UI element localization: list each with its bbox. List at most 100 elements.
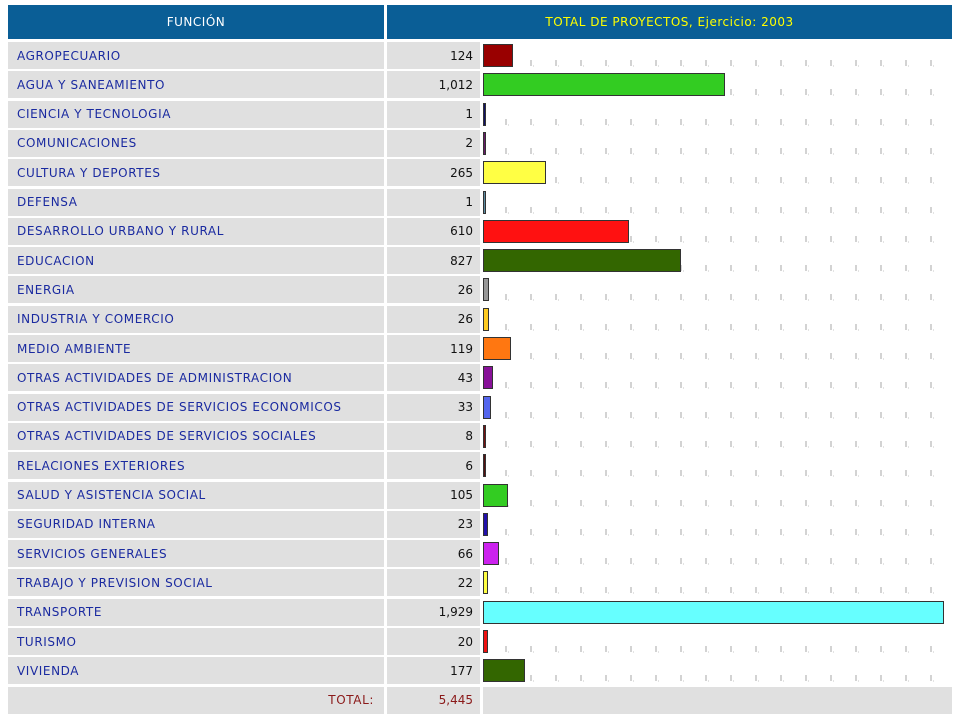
table-row: SERVICIOS GENERALES 66 (8, 540, 952, 568)
bar-cell (483, 247, 952, 275)
project-count: 827 (387, 247, 480, 275)
bar-cell (483, 217, 952, 245)
tick-guide (483, 646, 952, 653)
table-row: OTRAS ACTIVIDADES DE SERVICIOS ECONOMICO… (8, 393, 952, 421)
tick-guide (483, 294, 952, 301)
project-count: 23 (387, 510, 480, 538)
funcion-name: OTRAS ACTIVIDADES DE SERVICIOS SOCIALES (8, 422, 384, 450)
project-count: 6 (387, 452, 480, 480)
bar-cell (483, 657, 952, 685)
project-count: 43 (387, 364, 480, 392)
project-count: 1,929 (387, 598, 480, 626)
project-count: 8 (387, 422, 480, 450)
funcion-name: COMUNICACIONES (8, 129, 384, 157)
bar-cell (483, 393, 952, 421)
bar (483, 395, 491, 419)
table-row: COMUNICACIONES 2 (8, 129, 952, 157)
funcion-name: AGROPECUARIO (8, 42, 384, 69)
tick-guide (483, 558, 952, 565)
bar (483, 512, 489, 536)
bar (483, 600, 944, 624)
project-count: 1 (387, 100, 480, 128)
bar (483, 190, 486, 214)
funcion-name: AGUA Y SANEAMIENTO (8, 71, 384, 99)
tick-guide (483, 147, 952, 155)
bar (483, 307, 490, 331)
bar (483, 659, 526, 683)
bar (483, 542, 499, 566)
bar-cell (483, 540, 952, 568)
funcion-name: ENERGIA (8, 276, 384, 304)
table-row: DEFENSA 1 (8, 188, 952, 216)
tick-guide (483, 499, 952, 506)
table-row: CIENCIA Y TECNOLOGIA 1 (8, 100, 952, 128)
funcion-name: TRANSPORTE (8, 598, 384, 626)
bar (483, 44, 513, 67)
table-row: TRANSPORTE 1,929 (8, 598, 952, 626)
tick-guide (483, 382, 952, 389)
table-row: DESARROLLO URBANO Y RURAL 610 (8, 217, 952, 245)
funcion-name: TURISMO (8, 628, 384, 655)
bar-cell (483, 188, 952, 216)
bar (483, 337, 512, 360)
tick-guide (483, 528, 952, 536)
bar (483, 571, 489, 595)
bar-cell (483, 598, 952, 626)
bar (483, 219, 629, 243)
bar (483, 131, 486, 155)
tick-guide (483, 470, 952, 477)
project-count: 610 (387, 217, 480, 245)
funcion-name: SEGURIDAD INTERNA (8, 510, 384, 538)
bar (483, 249, 681, 273)
funcion-name: DESARROLLO URBANO Y RURAL (8, 217, 384, 245)
bar-cell (483, 276, 952, 304)
funcion-name: RELACIONES EXTERIORES (8, 452, 384, 480)
bar (483, 73, 725, 97)
project-count: 22 (387, 569, 480, 597)
bar (483, 630, 488, 653)
total-row: TOTAL: 5,445 (8, 686, 952, 714)
table-row: EDUCACION 827 (8, 247, 952, 275)
funcion-name: EDUCACION (8, 247, 384, 275)
project-count: 119 (387, 335, 480, 362)
project-count: 2 (387, 129, 480, 157)
table-row: AGROPECUARIO 124 (8, 42, 952, 69)
table-row: TURISMO 20 (8, 628, 952, 655)
project-count: 105 (387, 481, 480, 509)
project-count: 20 (387, 628, 480, 655)
funcion-name: OTRAS ACTIVIDADES DE SERVICIOS ECONOMICO… (8, 393, 384, 421)
bar (483, 454, 486, 478)
tick-guide (483, 206, 952, 213)
bar-cell (483, 510, 952, 538)
table-row: OTRAS ACTIVIDADES DE ADMINISTRACION 43 (8, 364, 952, 392)
bar-cell (483, 364, 952, 392)
funcion-header: FUNCIÓN (8, 5, 384, 39)
tick-guide (483, 323, 952, 331)
funcion-name: SERVICIOS GENERALES (8, 540, 384, 568)
table-row: INDUSTRIA Y COMERCIO 26 (8, 305, 952, 333)
bar (483, 161, 547, 185)
funcion-name: DEFENSA (8, 188, 384, 216)
funcion-name: MEDIO AMBIENTE (8, 335, 384, 362)
tick-guide (483, 353, 952, 360)
table-row: SALUD Y ASISTENCIA SOCIAL 105 (8, 481, 952, 509)
bar (483, 102, 486, 126)
funcion-name: SALUD Y ASISTENCIA SOCIAL (8, 481, 384, 509)
table-row: AGUA Y SANEAMIENTO 1,012 (8, 71, 952, 99)
tick-guide (483, 177, 952, 184)
bar-cell (483, 452, 952, 480)
bar-cell (483, 305, 952, 333)
tick-guide (483, 587, 952, 594)
table-row: OTRAS ACTIVIDADES DE SERVICIOS SOCIALES 8 (8, 422, 952, 450)
bar (483, 483, 509, 507)
project-count: 33 (387, 393, 480, 421)
bar-cell (483, 628, 952, 655)
bar-cell (483, 481, 952, 509)
table-row: TRABAJO Y PREVISION SOCIAL 22 (8, 569, 952, 597)
total-bar-cell (483, 686, 952, 714)
bar-cell (483, 100, 952, 128)
funcion-name: INDUSTRIA Y COMERCIO (8, 305, 384, 333)
table-row: VIVIENDA 177 (8, 657, 952, 685)
table-row: CULTURA Y DEPORTES 265 (8, 159, 952, 187)
bar (483, 278, 490, 302)
